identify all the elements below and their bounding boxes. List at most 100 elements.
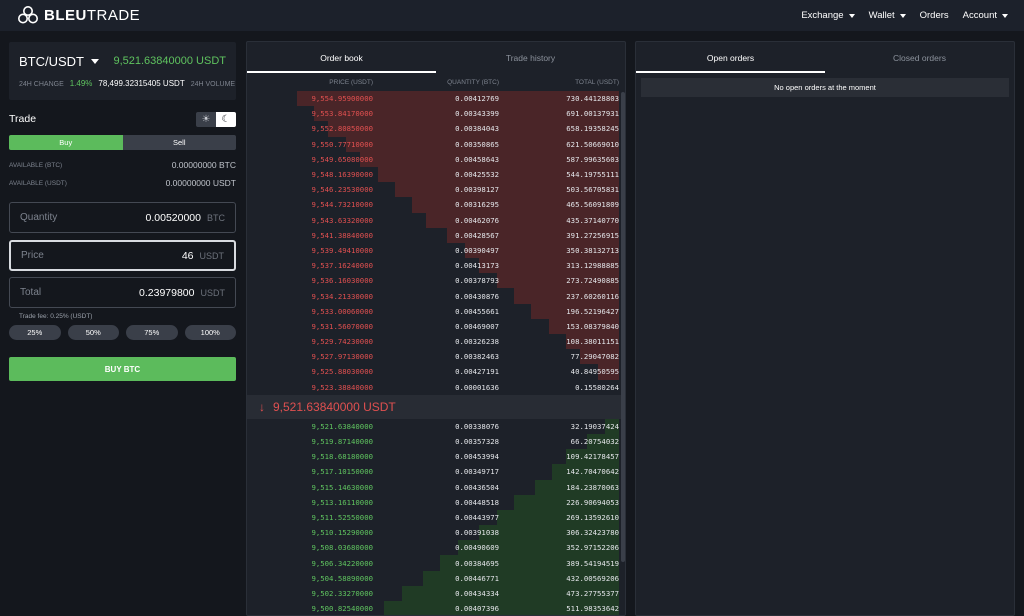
percent-100-button[interactable]: 100% (184, 325, 236, 340)
depth-bar (535, 479, 619, 495)
total-cell: 352.97152206 (566, 543, 619, 553)
quantity-cell: 0.00453994 (455, 452, 499, 462)
price-unit: USDT (199, 250, 225, 261)
total-cell: 544.19755111 (566, 170, 619, 180)
bid-row[interactable]: 9,517.10150000 0.00349717 142.70470642 (247, 464, 625, 480)
ask-row[interactable]: 9,552.80850000 0.00384043 658.19358245 (247, 121, 625, 137)
tab-order-book[interactable]: Order book (247, 42, 436, 73)
quantity-cell: 0.00428567 (455, 230, 499, 240)
total-field[interactable]: Total 0.23979800 USDT (9, 277, 236, 308)
depth-bar (426, 212, 619, 228)
percent-25-button[interactable]: 25% (9, 325, 61, 340)
total-cell: 77.29047082 (570, 352, 619, 362)
price-cell: 9,537.16240000 (311, 261, 373, 271)
buy-btc-button[interactable]: BUY BTC (9, 357, 236, 381)
ask-row[interactable]: 9,533.00060000 0.00455661 196.52196427 (247, 303, 625, 319)
ask-row[interactable]: 9,536.16030000 0.00378793 273.72490885 (247, 273, 625, 289)
quantity-cell: 0.00469007 (455, 321, 499, 331)
chevron-down-icon (1002, 13, 1008, 18)
trade-header: Trade ☀ ☾ (9, 110, 236, 128)
total-cell: 40.84950595 (570, 367, 619, 377)
bid-row[interactable]: 9,518.68180000 0.00453994 109.42178457 (247, 449, 625, 465)
depth-bar (360, 151, 619, 167)
orderbook-scrollbar[interactable] (621, 92, 625, 562)
bid-row[interactable]: 9,519.87140000 0.00357328 66.20754032 (247, 433, 625, 450)
ask-row[interactable]: 9,539.49410000 0.00390497 350.38132713 (247, 242, 625, 259)
bid-row[interactable]: 9,515.14630000 0.00436504 184.23870063 (247, 479, 625, 495)
ask-row[interactable]: 9,537.16240000 0.00413173 313.12988885 (247, 258, 625, 274)
total-cell: 273.72490885 (566, 276, 619, 286)
depth-bar (514, 494, 619, 510)
total-cell: 108.38011151 (566, 337, 619, 347)
total-cell: 473.27755377 (566, 588, 619, 598)
total-cell: 153.08379840 (566, 321, 619, 331)
ask-row[interactable]: 9,553.84170000 0.00343399 691.00137931 (247, 106, 625, 122)
ask-row[interactable]: 9,523.38840000 0.00001636 0.15580264 (247, 380, 625, 395)
price-field[interactable]: Price 46 USDT (9, 240, 236, 271)
tab-trade-history[interactable]: Trade history (505, 52, 556, 63)
orderbook-tabs: Order book Trade history (247, 42, 625, 73)
bid-row[interactable]: 9,521.63840000 0.00338076 32.19037424 (247, 418, 625, 434)
percent-75-button[interactable]: 75% (126, 325, 178, 340)
bid-row[interactable]: 9,510.15290000 0.00391038 306.32423780 (247, 525, 625, 541)
total-cell: 465.56091809 (566, 200, 619, 210)
ask-row[interactable]: 9,531.56070000 0.00469007 153.08379840 (247, 318, 625, 334)
tab-sell[interactable]: Sell (122, 135, 236, 150)
tab-closed-orders[interactable]: Closed orders (893, 52, 946, 63)
nav-exchange[interactable]: Exchange (801, 10, 855, 21)
price-cell: 9,529.74230000 (311, 337, 373, 347)
bid-row[interactable]: 9,511.52550000 0.00443977 269.13592610 (247, 509, 625, 526)
ask-row[interactable]: 9,534.21330000 0.00430876 237.60260116 (247, 288, 625, 304)
ask-row[interactable]: 9,544.73210000 0.00316295 465.56091809 (247, 197, 625, 213)
sun-icon[interactable]: ☀ (196, 111, 216, 127)
quantity-field[interactable]: Quantity 0.00520000 BTC (9, 202, 236, 233)
quantity-cell: 0.00455661 (455, 306, 499, 316)
ask-row[interactable]: 9,527.97130000 0.00382463 77.29047082 (247, 349, 625, 365)
total-cell: 109.42178457 (566, 452, 619, 462)
quantity-cell: 0.00378793 (455, 276, 499, 286)
pair-selector[interactable]: BTC/USDT (19, 54, 99, 69)
bid-row[interactable]: 9,508.03680000 0.00490609 352.97152206 (247, 540, 625, 556)
bid-row[interactable]: 9,506.34220000 0.00384695 389.54194519 (247, 555, 625, 571)
depth-bar (314, 106, 619, 122)
price-cell: 9,511.52550000 (311, 512, 373, 522)
depth-bar (514, 288, 619, 304)
moon-icon[interactable]: ☾ (216, 111, 236, 127)
quantity-cell: 0.00413173 (455, 261, 499, 271)
tab-open-orders[interactable]: Open orders (636, 42, 825, 73)
nav-wallet[interactable]: Wallet (869, 10, 906, 21)
price-cell: 9,553.84170000 (311, 109, 373, 119)
ask-row[interactable]: 9,541.38840000 0.00428567 391.27256915 (247, 227, 625, 243)
ask-row[interactable]: 9,525.88030000 0.00427191 40.84950595 (247, 364, 625, 380)
total-cell: 511.98353642 (566, 604, 619, 614)
ask-row[interactable]: 9,549.65080000 0.00458643 587.99635603 (247, 151, 625, 167)
ask-row[interactable]: 9,546.23530000 0.00398127 503.56705831 (247, 182, 625, 198)
nav-orders[interactable]: Orders (919, 10, 949, 21)
quantity-value: 0.00520000 (145, 211, 201, 224)
price-cell: 9,525.88030000 (311, 367, 373, 377)
logo[interactable]: BLEUTRADE (18, 6, 140, 24)
chevron-down-icon (91, 59, 99, 64)
quantity-cell: 0.00436504 (455, 482, 499, 492)
depth-bar (497, 509, 619, 526)
total-cell: 66.20754032 (570, 437, 619, 447)
tab-buy[interactable]: Buy (9, 135, 123, 150)
ask-row[interactable]: 9,548.16390000 0.00425532 544.19755111 (247, 166, 625, 183)
percent-50-button[interactable]: 50% (67, 325, 119, 340)
bid-row[interactable]: 9,504.58890000 0.00446771 432.00569206 (247, 570, 625, 586)
ask-row[interactable]: 9,554.95900000 0.00412769 730.44128803 (247, 91, 625, 107)
bid-row[interactable]: 9,502.33270000 0.00434334 473.27755377 (247, 585, 625, 601)
nav-account[interactable]: Account (963, 10, 1008, 21)
ask-row[interactable]: 9,529.74230000 0.00326238 108.38011151 (247, 334, 625, 350)
bid-row[interactable]: 9,500.82540000 0.00407396 511.98353642 (247, 601, 625, 615)
depth-bar (423, 570, 619, 586)
bid-row[interactable]: 9,513.16110000 0.00448518 226.90694053 (247, 494, 625, 510)
total-value: 0.23979800 (139, 286, 195, 299)
ask-row[interactable]: 9,550.77710000 0.00350865 621.50669010 (247, 136, 625, 152)
main-nav: Exchange Wallet Orders Account (801, 0, 1008, 31)
available-usdt-value: 0.00000000 USDT (165, 178, 236, 188)
ask-row[interactable]: 9,543.63320000 0.00462076 435.37140770 (247, 212, 625, 228)
orderbook-column-headers: PRICE (USDT) QUANTITY (BTC) TOTAL (USDT) (247, 73, 625, 91)
quantity-cell: 0.00384043 (455, 124, 499, 134)
quantity-cell: 0.00458643 (455, 154, 499, 164)
